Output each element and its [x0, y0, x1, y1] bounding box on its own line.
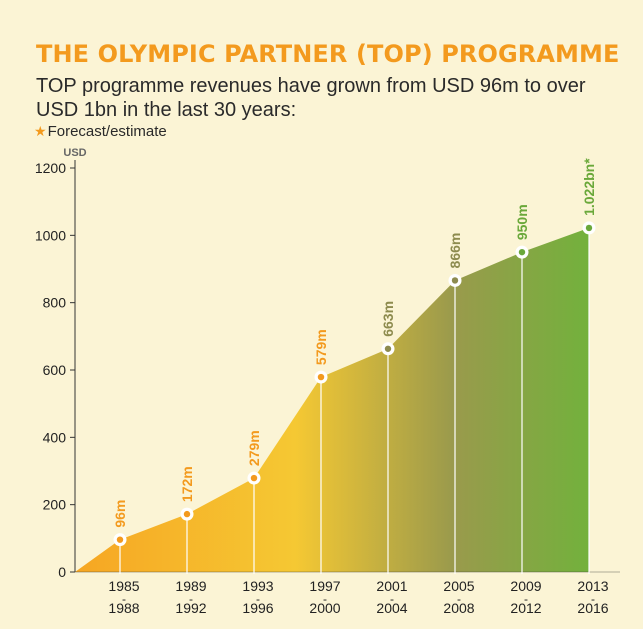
x-label-start: 2001 [376, 578, 407, 594]
data-label: 1.022bn* [581, 158, 597, 216]
x-label-start: 1993 [242, 578, 273, 594]
x-label-start: 2013 [577, 578, 608, 594]
data-label: 950m [514, 204, 530, 240]
x-label-end: 2016 [577, 600, 608, 616]
y-tick-label: 0 [58, 564, 66, 580]
x-label-dash: - [390, 592, 394, 606]
y-tick-label: 1200 [35, 160, 66, 176]
data-label: 579m [313, 329, 329, 365]
x-label-start: 1997 [309, 578, 340, 594]
x-label-start: 1989 [175, 578, 206, 594]
x-label-start: 2009 [510, 578, 541, 594]
data-point-center [585, 224, 593, 232]
y-tick-label: 600 [43, 362, 67, 378]
x-label-start: 1985 [108, 578, 139, 594]
forecast-note-text: Forecast/estimate [47, 123, 167, 140]
y-tick-label: 800 [43, 295, 67, 311]
data-point-center [317, 373, 325, 381]
x-label-end: 2000 [309, 600, 340, 616]
data-label: 663m [380, 301, 396, 337]
x-label-end: 1992 [175, 600, 206, 616]
y-tick-label: 400 [43, 429, 67, 445]
data-point-center [451, 277, 459, 284]
x-label-end: 1996 [242, 600, 273, 616]
data-label: 866m [447, 233, 463, 269]
data-point-center [518, 248, 526, 256]
forecast-note: ★Forecast/estimate [34, 123, 167, 140]
x-label-dash: - [323, 592, 327, 606]
data-label: 279m [246, 430, 262, 466]
y-tick-label: 1000 [35, 227, 66, 243]
x-label-end: 1988 [108, 600, 139, 616]
x-label-start: 2005 [443, 578, 474, 594]
x-label-dash: - [457, 592, 461, 606]
x-label-end: 2004 [376, 600, 407, 616]
y-axis-unit: USD [63, 147, 86, 159]
data-point-center [183, 510, 191, 518]
x-label-dash: - [591, 592, 595, 606]
data-point-center [250, 474, 258, 482]
y-tick-label: 200 [43, 497, 67, 513]
star-icon: ★ [34, 123, 47, 139]
chart-subtitle: TOP programme revenues have grown from U… [36, 75, 586, 121]
x-label-end: 2012 [510, 600, 541, 616]
data-label: 172m [179, 466, 195, 502]
x-label-dash: - [122, 592, 126, 606]
x-label-end: 2008 [443, 600, 474, 616]
x-label-dash: - [189, 592, 193, 606]
data-point-center [384, 345, 392, 352]
data-point-center [116, 536, 124, 543]
data-label: 96m [112, 500, 128, 528]
page-title: THE OLYMPIC PARTNER (TOP) PROGRAMME [36, 40, 620, 68]
x-label-dash: - [256, 592, 260, 606]
x-label-dash: - [524, 592, 528, 606]
area-fill [75, 227, 589, 572]
